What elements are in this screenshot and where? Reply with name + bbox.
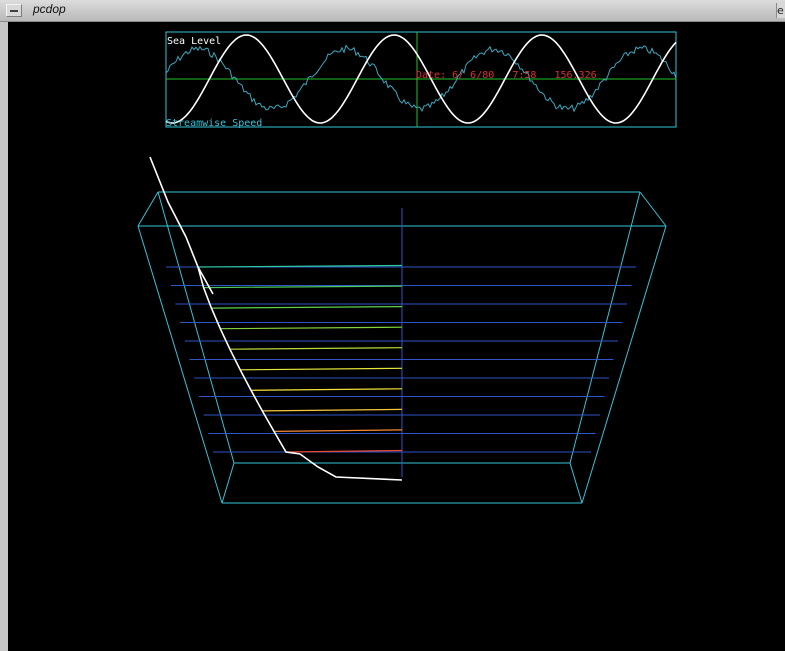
window-control-button[interactable]: e — [776, 3, 785, 18]
profile-level-line — [285, 449, 403, 453]
window-menu-button[interactable] — [6, 4, 22, 17]
box-bottom-right-edge — [569, 462, 583, 504]
streamwise-speed-label: Streamwise Speed — [166, 118, 262, 129]
box-left-front-edge — [137, 225, 223, 504]
profile-level-line — [203, 285, 403, 289]
streamwise-speed-curve — [165, 44, 677, 113]
profile-level-line — [229, 347, 403, 350]
window-title: pcdop — [33, 2, 66, 16]
profile-level-line — [211, 306, 403, 309]
profile-level-line — [197, 264, 403, 268]
profile-level-line — [250, 388, 403, 391]
sea-level-curve — [165, 34, 677, 124]
sea-level-label: Sea Level — [167, 36, 221, 47]
date-readout: Date: 6/ 6/80 7:58 156.326 — [416, 70, 597, 81]
velocity-profile-curve — [149, 156, 403, 481]
box-right-back-edge — [569, 191, 641, 464]
box-top-right-edge — [639, 191, 667, 227]
box-top-left-edge — [137, 191, 159, 227]
box-right-front-edge — [581, 225, 667, 504]
timeseries-panel: Sea Level Streamwise Speed Date: 6/ 6/80… — [165, 31, 677, 129]
profile-level-line — [273, 429, 403, 432]
velocity-profile-levels — [197, 264, 403, 453]
box-left-back-edge — [157, 191, 235, 464]
visualization-canvas[interactable]: Sea Level Streamwise Speed Date: 6/ 6/80… — [8, 22, 785, 651]
title-bar[interactable]: pcdop e — [0, 0, 785, 22]
profile-level-line — [240, 367, 403, 371]
profile-level-line — [220, 326, 403, 330]
canvas-svg: Sea Level Streamwise Speed Date: 6/ 6/80… — [137, 31, 677, 504]
minimize-bar-icon — [10, 10, 18, 12]
box-bottom-left-edge — [221, 462, 235, 504]
profile-level-line — [262, 408, 403, 412]
depth-grid — [166, 266, 636, 453]
